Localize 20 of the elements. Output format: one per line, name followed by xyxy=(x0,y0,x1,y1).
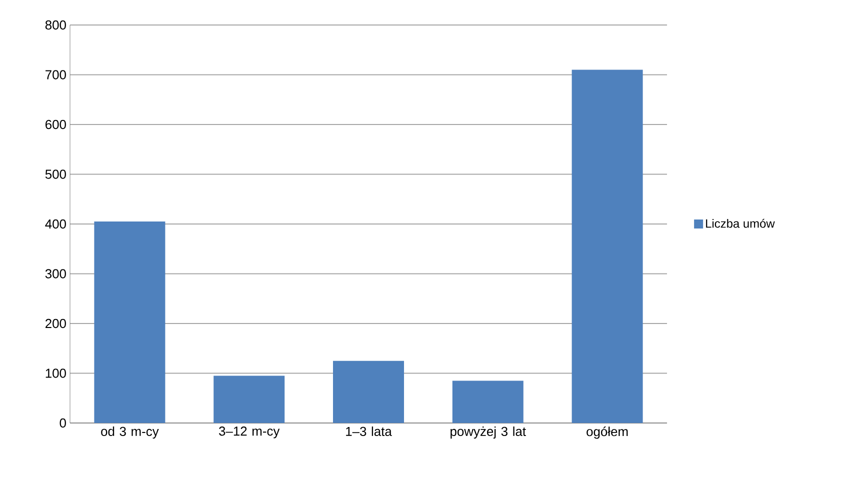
x-tick-label: 3–12 m-cy xyxy=(219,426,280,438)
x-tick-label: powyżej 3 lat xyxy=(450,426,526,439)
y-tick-label: 500 xyxy=(45,170,66,179)
y-tick-label: 200 xyxy=(46,318,66,328)
y-tick-label: 600 xyxy=(46,120,66,130)
y-tick-label: 400 xyxy=(45,219,66,229)
bar xyxy=(94,222,166,423)
bar xyxy=(452,380,524,423)
bar xyxy=(572,70,643,423)
legend-label: Liczba umów xyxy=(706,218,775,228)
y-tick-label: 100 xyxy=(46,368,66,378)
x-tick-label: 1–3 lata xyxy=(346,426,392,436)
bar xyxy=(214,376,285,423)
y-tick-label: 300 xyxy=(45,269,66,278)
x-tick-label: od 3 m-cy xyxy=(101,426,159,439)
bar xyxy=(333,360,404,423)
x-tick-label: ogółem xyxy=(586,426,628,439)
y-tick-label: 800 xyxy=(45,20,66,30)
y-tick-label: 0 xyxy=(60,418,66,428)
y-tick-label: 700 xyxy=(46,70,66,80)
